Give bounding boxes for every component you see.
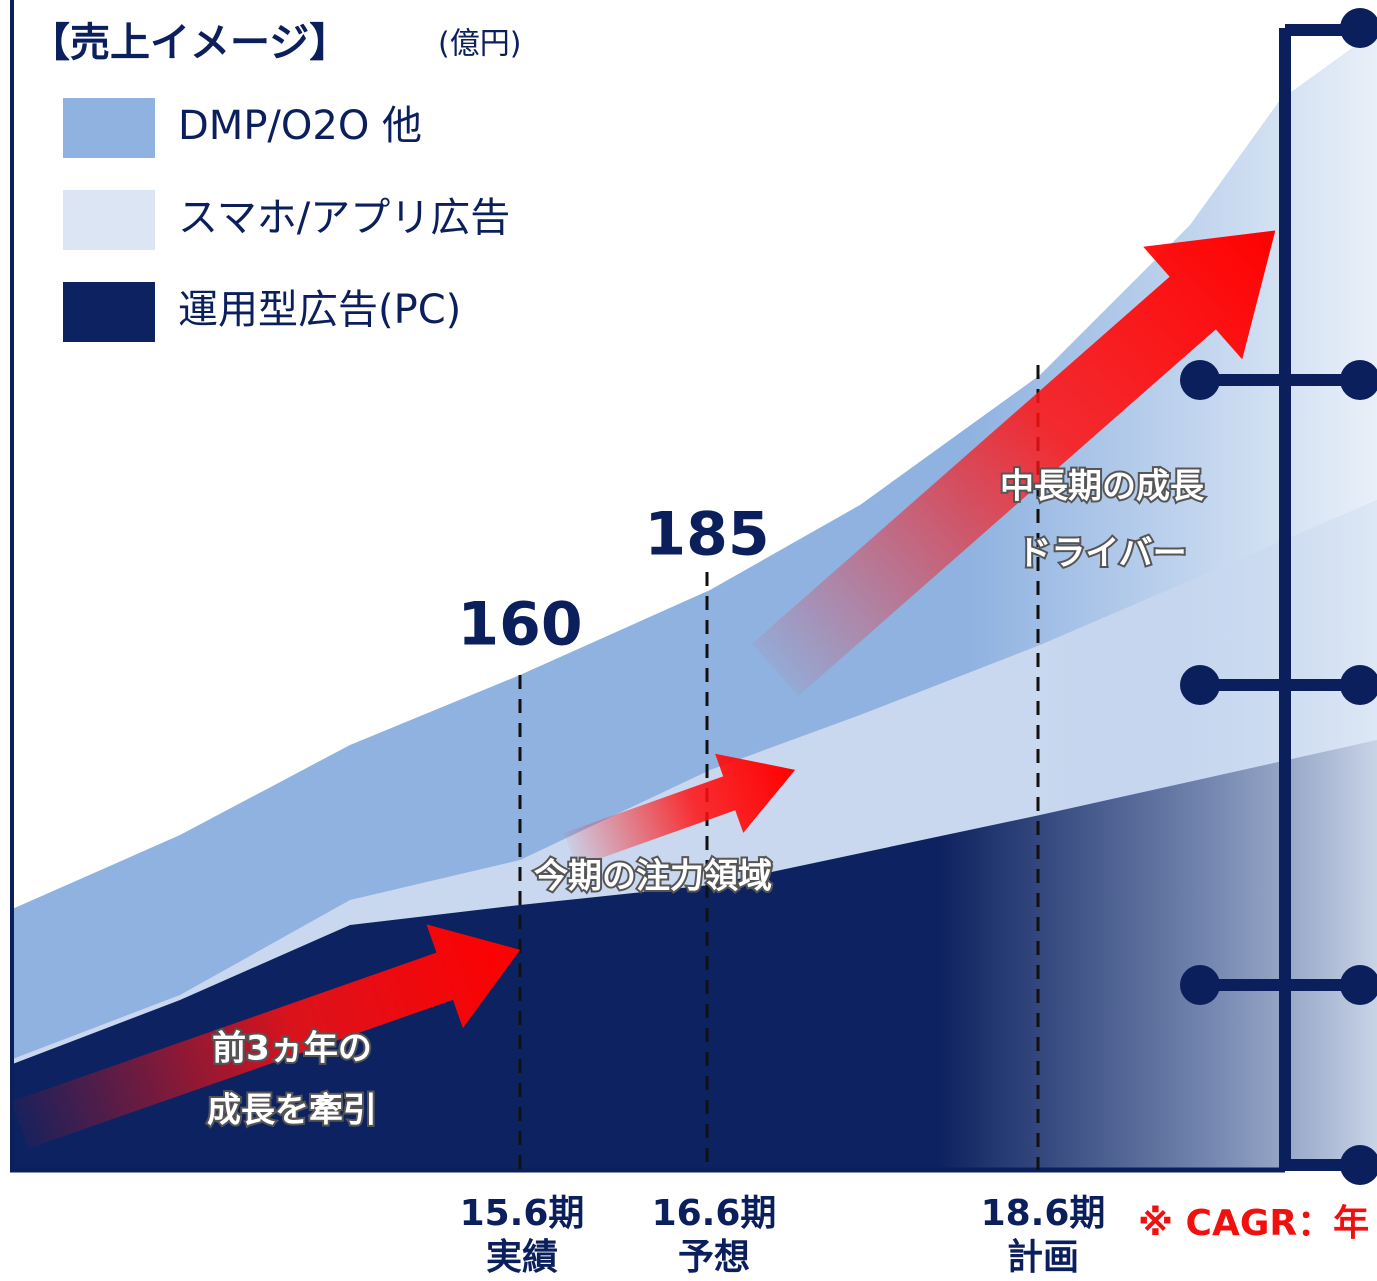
legend-label: DMP/O2O 他 xyxy=(178,103,422,149)
legend-label: 運用型広告(PC) xyxy=(178,287,461,333)
arrow xyxy=(751,230,1276,697)
period-label: 16.6期 xyxy=(652,1193,777,1234)
annotation: 中長期の成長 xyxy=(1000,467,1205,507)
unit: (億円) xyxy=(438,27,521,62)
value-label: 160 xyxy=(457,590,582,660)
legend-swatch xyxy=(63,98,155,158)
annotation: 成長を牽引 xyxy=(207,1091,377,1131)
value-label: 185 xyxy=(644,500,769,570)
legend-swatch xyxy=(63,282,155,342)
period-label: 18.6期 xyxy=(981,1193,1106,1234)
title: 【売上イメージ】 xyxy=(30,20,349,66)
arrow xyxy=(11,924,521,1149)
annotation: ドライバー xyxy=(1017,534,1186,574)
legend-label: スマホ/アプリ広告 xyxy=(178,195,510,241)
period-label: 計画 xyxy=(1007,1237,1079,1278)
legend-swatch xyxy=(63,190,155,250)
bracket xyxy=(1180,8,1377,1185)
arrow xyxy=(563,753,796,867)
annotation: 今期の注力領域 xyxy=(534,857,772,897)
period-label: 15.6期 xyxy=(460,1193,585,1234)
annotation: 前3ヵ年の xyxy=(212,1029,372,1069)
period-label: 予想 xyxy=(678,1237,750,1278)
area-pc xyxy=(10,740,1377,1170)
footnote: ※ CAGR：年 xyxy=(1138,1203,1369,1244)
period-label: 実績 xyxy=(486,1237,558,1278)
